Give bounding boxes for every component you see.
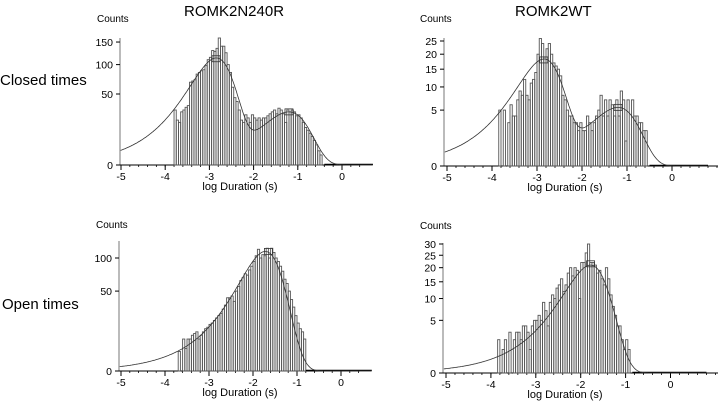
y-axis-title: Counts [420,14,452,25]
histogram-bar [502,109,506,167]
histogram-bar [303,338,307,372]
fit-curve [444,58,708,167]
x-tick-label: -3 [531,379,540,391]
x-tick-label: -3 [204,377,213,389]
row-label-open-times: Open times [2,296,79,313]
x-tick-label: -3 [205,171,214,183]
histogram-bar [319,154,323,166]
histogram-panel-open-ROMK2N240R: -5 -4 -3 -2 -1 0 0 50 100 Counts log Duration (s) [94,220,372,399]
histogram-bar [177,350,181,372]
peak-marker [539,56,549,64]
y-tick-label: 15 [425,64,437,76]
peak-marker [263,248,273,255]
peak-marker [211,55,221,63]
y-tick-label: 20 [425,49,437,61]
x-tick-label: -1 [621,379,630,391]
y-tick-label: 0 [431,161,437,173]
row-label-closed-times: Closed times [0,72,87,89]
y-axis-title: Counts [420,221,452,232]
x-tick-label: -5 [441,379,450,391]
x-axis-title: log Duration (s) [527,389,602,401]
x-tick-label: -4 [487,172,496,184]
y-tick-label: 5 [431,105,437,117]
x-tick-label: -2 [248,377,257,389]
y-tick-label: 100 [95,60,113,72]
histogram-panel-closed-ROMK2N240R: -5 -4 -3 -2 -1 0 0 50 100 150 Counts log Duration (… [95,14,373,193]
fit-curve [443,264,706,374]
x-tick-label: -4 [486,379,495,391]
y-tick-label: 50 [101,89,113,101]
y-tick-label: 150 [95,37,113,49]
x-tick-label: 0 [339,171,345,183]
x-tick-label: -3 [532,172,541,184]
histogram-bar [498,109,502,167]
fit-curve [120,57,373,166]
y-tick-label: 5 [430,315,436,327]
x-tick-label: -4 [161,171,170,183]
y-tick-label: 30 [424,239,436,251]
histogram-bar [644,130,648,167]
y-tick-label: 25 [425,36,437,48]
x-tick-label: -5 [116,171,125,183]
x-tick-label: 0 [669,172,675,184]
histogram-bar [626,99,630,167]
fit-curve [119,251,372,372]
y-tick-label: 10 [425,82,437,94]
histogram-bar [503,339,508,374]
x-tick-label: -2 [576,379,585,391]
x-tick-label: -1 [622,172,631,184]
x-tick-label: -2 [249,171,258,183]
x-axis-title: log Duration (s) [527,182,602,194]
y-tick-label: 20 [424,263,436,275]
x-tick-label: 0 [668,379,674,391]
y-tick-label: 0 [106,366,112,378]
y-axis-title: Counts [97,14,129,25]
x-tick-label: -2 [577,172,586,184]
y-tick-label: 100 [94,253,112,265]
y-tick-label: 10 [424,294,436,306]
peak-marker [613,103,623,111]
histogram-bar [622,99,626,167]
x-tick-label: -5 [116,377,125,389]
y-tick-label: 0 [430,368,436,380]
x-tick-label: -1 [293,171,302,183]
y-tick-label: 25 [424,250,436,262]
y-tick-label: 15 [424,277,436,289]
x-axis-title: log Duration (s) [202,387,277,399]
peak-marker [586,260,595,268]
column-title-romk2wt: ROMK2WT [515,3,592,20]
peak-marker [284,108,294,116]
x-tick-label: -1 [292,377,301,389]
x-tick-label: 0 [338,377,344,389]
x-tick-label: -5 [442,172,451,184]
y-tick-label: 50 [100,286,112,298]
y-axis-title: Counts [96,220,128,231]
y-tick-label: 0 [107,160,113,172]
histogram-bar [508,331,512,374]
x-tick-label: -4 [160,377,169,389]
x-axis-title: log Duration (s) [202,181,277,193]
column-title-romk2n240r: ROMK2N240R [184,3,285,20]
